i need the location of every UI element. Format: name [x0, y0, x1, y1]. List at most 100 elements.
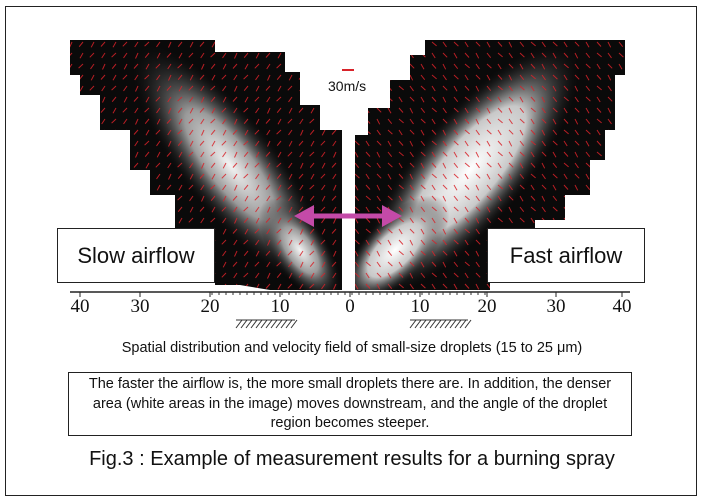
velocity-vector: [276, 162, 282, 168]
velocity-vector: [464, 118, 470, 124]
velocity-vector: [508, 206, 513, 213]
velocity-vector: [398, 250, 404, 256]
velocity-vector: [288, 41, 293, 48]
velocity-vector: [475, 217, 480, 224]
velocity-vector: [541, 162, 546, 169]
velocity-vector: [156, 206, 161, 213]
velocity-vector: [365, 206, 370, 213]
velocity-vector: [508, 162, 514, 168]
velocity-vector: [585, 118, 591, 125]
velocity-vector: [475, 195, 480, 202]
velocity-vector: [585, 52, 591, 59]
velocity-vector: [431, 228, 437, 234]
velocity-vector: [398, 151, 404, 157]
velocity-vector: [420, 206, 426, 213]
velocity-vector: [475, 85, 480, 92]
velocity-vector: [618, 52, 624, 58]
velocity-vector: [122, 41, 128, 47]
velocity-vector: [508, 63, 514, 69]
velocity-vector: [365, 162, 371, 168]
velocity-vector: [210, 96, 216, 103]
velocity-vector: [530, 173, 536, 179]
velocity-vector: [276, 107, 282, 114]
velocity-vector: [618, 184, 624, 190]
velocity-vector: [376, 74, 382, 80]
velocity-vector: [508, 107, 513, 114]
velocity-vector: [409, 184, 414, 191]
velocity-vector: [486, 107, 491, 114]
velocity-vector: [321, 261, 326, 268]
velocity-vector: [320, 74, 326, 80]
velocity-vector: [177, 74, 183, 81]
velocity-vector: [519, 129, 524, 136]
velocity-vector: [265, 250, 271, 256]
velocity-vector: [596, 206, 602, 212]
velocity-vector: [276, 228, 282, 234]
velocity-vector: [135, 151, 139, 158]
velocity-vector: [387, 41, 392, 48]
velocity-vector: [398, 129, 403, 136]
velocity-vector: [497, 162, 502, 169]
velocity-vector: [585, 217, 591, 224]
velocity-vector: [552, 85, 557, 92]
velocity-vector: [90, 140, 95, 147]
velocity-vector: [376, 107, 382, 113]
velocity-vector: [596, 184, 602, 190]
velocity-vector: [464, 162, 470, 168]
velocity-vector: [596, 63, 601, 70]
velocity-vector: [188, 118, 194, 124]
velocity-vector: [355, 217, 359, 224]
velocity-vector: [398, 184, 404, 190]
velocity-vector: [475, 261, 480, 268]
velocity-vector: [178, 217, 183, 224]
velocity-vector: [178, 85, 183, 92]
velocity-vector: [563, 184, 569, 190]
velocity-vector: [288, 173, 293, 180]
velocity-vector: [134, 41, 139, 48]
velocity-vector: [167, 129, 172, 136]
velocity-vector: [233, 140, 238, 147]
velocity-vector: [70, 217, 73, 223]
velocity-vector: [309, 261, 315, 268]
velocity-vector: [321, 96, 326, 103]
velocity-vector: [101, 283, 106, 290]
velocity-vector: [133, 96, 139, 102]
velocity-vector: [243, 206, 249, 212]
velocity-vector: [177, 107, 183, 114]
velocity-vector: [607, 162, 613, 168]
velocity-vector: [442, 96, 447, 103]
velocity-vector: [168, 74, 172, 81]
nozzle-hatch: [429, 319, 437, 329]
velocity-vector: [607, 283, 612, 290]
velocity-vector: [431, 173, 437, 179]
velocity-vector: [453, 140, 459, 146]
velocity-vector: [222, 118, 227, 125]
velocity-vector: [442, 162, 447, 169]
velocity-vector: [167, 63, 172, 70]
velocity-vector: [101, 184, 106, 191]
velocity-vector: [541, 96, 546, 103]
velocity-vector: [123, 184, 128, 191]
velocity-vector: [102, 195, 106, 202]
velocity-vector: [365, 195, 371, 201]
velocity-vector: [321, 217, 326, 224]
velocity-vector: [464, 217, 470, 223]
velocity-vector: [201, 195, 205, 202]
velocity-vector: [133, 63, 139, 69]
velocity-vector: [168, 41, 172, 48]
velocity-vector: [376, 184, 381, 191]
velocity-vector: [265, 151, 271, 157]
velocity-vector: [475, 184, 480, 191]
velocity-vector: [453, 151, 458, 158]
velocity-vector: [332, 41, 337, 48]
velocity-vector: [244, 261, 249, 268]
velocity-vector: [255, 52, 260, 59]
velocity-vector: [442, 140, 447, 147]
velocity-vector: [585, 162, 591, 168]
velocity-vector: [156, 140, 161, 147]
velocity-vector: [144, 206, 150, 212]
fast-airflow-label: Fast airflow: [487, 228, 645, 283]
velocity-vector: [376, 261, 381, 268]
velocity-vector: [178, 184, 183, 191]
axis-tick-label: 20: [478, 296, 497, 317]
